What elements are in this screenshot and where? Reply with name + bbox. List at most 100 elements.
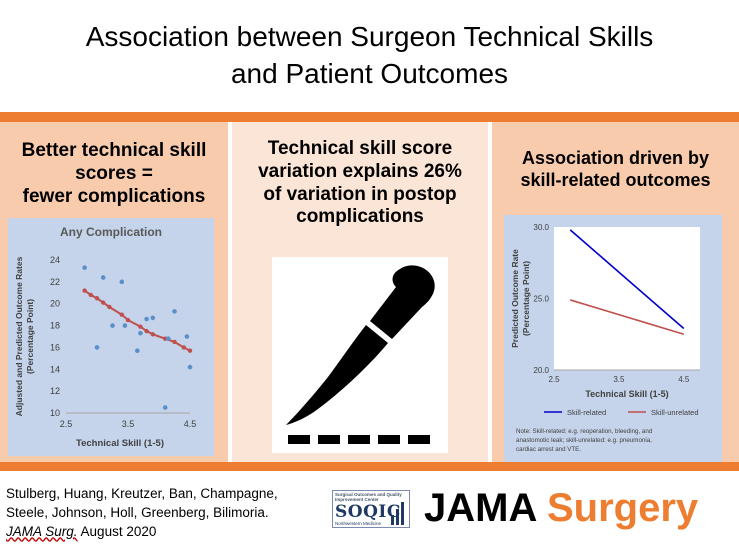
jama-surgery-logo: JAMA Surgery [424,488,698,528]
authors-line: Stulberg, Huang, Kreutzer, Ban, Champagn… [6,486,278,501]
fit-point [88,292,94,298]
scatter-point [100,275,106,280]
scatter-point [119,279,125,285]
heading-line: Better technical skill [21,140,207,161]
fit-point [94,296,100,301]
scatter-point [110,323,115,328]
predicted-outcome-chart: 20.0 25.0 30.0 2.5 3.5 4.5 Technical Skill (1-… [504,215,722,462]
fit-point [138,324,143,329]
soqic-logo: Surgical Outcomes and Quality Improvemen… [332,490,410,528]
chart-note-line: Note: Skill-related: e.g. reoperation, b… [516,428,653,435]
heading-line: Association driven by [521,148,710,168]
y-tick-label: 20 [50,299,60,309]
chart-svg-any-complication: Any Complication 10 12 14 16 18 20 22 24 2.5 3.5 4.… [14,225,197,449]
scatter-point [94,345,100,350]
chart-note: Note: Skill-related: e.g. reoperation, b… [516,428,653,453]
panel-complications: Better technical skill scores = fewer co… [0,122,228,462]
y-tick-label: 20.0 [533,366,549,375]
chart-note-line: anastomotic leak; skill-unrelated: e.g. … [516,437,652,444]
scatter-point [82,265,87,270]
panel-skill-related: Association driven by skill-related outc… [492,122,739,462]
fit-point [144,328,149,334]
scatter-point [187,364,193,370]
fit-point [82,288,87,293]
fit-point [125,317,131,323]
brand-part-1: JAMA [424,486,536,530]
soqic-top-text: Surgical Outcomes and Quality Improvemen… [335,492,402,502]
heading-line: complications [296,206,424,228]
y-tick-label: 16 [50,342,60,352]
brand-part-2: Surgery [546,486,699,530]
x-tick-label: 2.5 [548,375,560,384]
y-axis-label: Predicted Outcome Rate(Percentage Point) [510,249,531,348]
heading-line: scores = [75,162,153,184]
y-tick-label: 22 [50,277,60,287]
panel-heading-right: Association driven by skill-related outc… [492,148,739,191]
panel-heading-middle: Technical skill score variation explains… [232,138,488,229]
x-axis-label: Technical Skill (1-5) [76,438,164,449]
scatter-point [166,336,171,341]
y-axis-label-line: Predicted Outcome Rate [510,249,520,348]
y-axis-label-line: (Percentage Point) [25,299,35,374]
y-tick-label: 14 [50,364,60,374]
x-tick-label: 3.5 [122,419,135,429]
y-tick-label: 18 [50,321,60,331]
author-citation: Stulberg, Huang, Kreutzer, Ban, Champagn… [6,485,278,542]
top-divider [0,112,739,122]
panel-heading-left: Better technical skill scores = fewer co… [0,140,228,208]
series-line [569,229,685,330]
x-tick-label: 4.5 [678,375,690,384]
heading-line: variation explains 26% [258,160,462,182]
scatter-point [172,309,177,314]
x-tick-label: 4.5 [184,419,197,429]
x-tick-label: 3.5 [613,375,625,384]
fit-point [172,339,177,345]
page-title: Association between Surgeon Technical Sk… [0,0,739,112]
authors-line: Steele, Johnson, Holl, Greenberg, Bilimo… [6,504,269,520]
title-line-2: and Patient Outcomes [230,58,509,89]
fit-point [101,300,106,305]
heading-line: skill-related outcomes [520,169,711,190]
soqic-bottom-text: Northwestern Medicine [335,521,382,526]
y-axis-label-line: (Percentage Point) [521,261,531,336]
chart-title: Any Complication [60,225,162,239]
scatter-point [144,316,149,322]
title-line-1: Association between Surgeon Technical Sk… [85,21,654,53]
heading-line: Technical skill score [267,138,453,159]
scatter-point [138,330,143,336]
scatter-point [135,348,140,354]
y-tick-label: 24 [50,255,60,265]
journal-abbrev: JAMA Surg. [6,523,78,539]
series-line [569,299,685,336]
footer: Stulberg, Huang, Kreutzer, Ban, Champagn… [0,471,739,551]
heading-line: of variation in postop [263,183,457,205]
fit-point [107,304,112,310]
scatter-point [150,315,156,321]
bottom-divider [0,462,739,471]
journal-line: JAMA Surg. August 2020 [6,523,278,542]
x-axis-label: Technical Skill (1-5) [585,389,668,399]
fit-point [181,345,186,350]
panel-variation: Technical skill score variation explains… [232,122,488,462]
y-tick-label: 12 [50,386,60,396]
publication-date: August 2020 [80,523,157,539]
y-axis-label-line: Adjusted and Predicted Outcome Rates [14,256,24,416]
soqic-wordmark: SOQIC [335,502,401,522]
y-axis-label: Adjusted and Predicted Outcome Rates(Per… [14,256,35,416]
legend-label: Skill-related [567,408,606,417]
scatter-point [162,405,168,410]
y-tick-label: 30.0 [533,223,549,232]
scatter-point [184,334,190,339]
fit-point [150,332,155,337]
bar-chart-icon [391,502,404,525]
y-tick-label: 25.0 [533,295,549,304]
x-tick-label: 2.5 [60,419,73,429]
chart-svg-predicted-outcome: 20.0 25.0 30.0 2.5 3.5 4.5 Technical Skill (1-… [510,223,700,453]
plot-area [554,227,700,370]
heading-line: fewer complications [22,185,206,207]
chart-note-line: cardiac arrest and VTE. [516,446,581,453]
legend-label: Skill-unrelated [651,408,699,417]
fit-point [187,348,193,353]
any-complication-chart: Any Complication 10 12 14 16 18 20 22 24 2.5 3.5 4.… [8,218,214,456]
y-tick-label: 10 [50,408,60,418]
